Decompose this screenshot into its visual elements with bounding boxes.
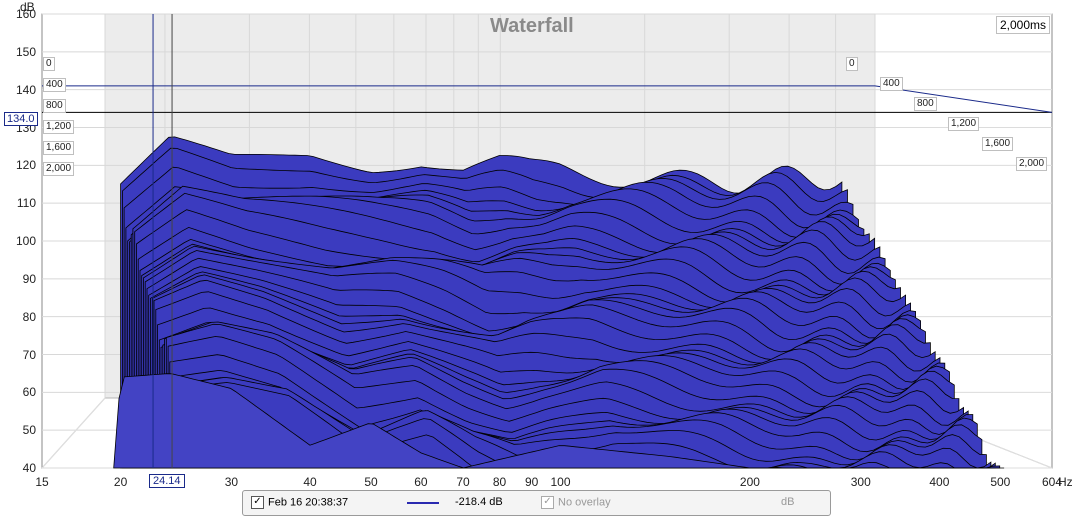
y-tick-label-120: 120 — [15, 158, 36, 173]
time-tick-right-3: 1,200 — [948, 117, 980, 131]
time-tick-left-0: 0 — [43, 57, 55, 71]
legend-entry-value: -218.4 dB — [455, 496, 503, 508]
time-tick-right-2: 800 — [914, 97, 937, 111]
front-slice — [113, 373, 750, 469]
time-tick-left-1: 400 — [43, 78, 66, 92]
y-tick-label-50: 50 — [22, 423, 36, 438]
overlay-label: No overlay — [558, 496, 611, 509]
x-tick-label-50: 50 — [364, 475, 378, 489]
cursor-h-blue-side — [874, 85, 1053, 113]
legend-entry[interactable]: ✓ Feb 16 20:38:37 — [251, 496, 348, 509]
x-tick-label-70: 70 — [456, 475, 470, 489]
time-tick-right-4: 1,600 — [982, 137, 1014, 151]
x-tick-label-60: 60 — [414, 475, 428, 489]
time-tick-left-5: 2,000 — [43, 162, 75, 176]
overlay-checkbox[interactable]: ✓ — [541, 496, 554, 509]
x-tick-label-90: 90 — [525, 475, 539, 489]
x-tick-label-400: 400 — [929, 475, 950, 489]
x-tick-label-300: 300 — [850, 475, 871, 489]
legend-overlay[interactable]: ✓ No overlay — [541, 496, 611, 509]
x-tick-label-20: 20 — [113, 475, 128, 489]
x-tick-label-100: 100 — [550, 475, 571, 489]
legend-checkbox[interactable]: ✓ — [251, 496, 264, 509]
time-tick-left-3: 1,200 — [43, 120, 75, 134]
y-tick-label-80: 80 — [22, 309, 36, 324]
y-tick-label-100: 100 — [15, 234, 36, 248]
time-tick-left-2: 800 — [43, 99, 66, 113]
x-tick-label-40: 40 — [303, 475, 317, 489]
x-tick-label-30: 30 — [224, 475, 239, 489]
x-axis-unit: Hz — [1058, 475, 1072, 489]
cursor-y-readout[interactable]: 134.0 — [4, 112, 38, 126]
y-tick-label-90: 90 — [22, 271, 36, 286]
x-tick-label-500: 500 — [990, 475, 1011, 489]
overlay-unit: dB — [781, 496, 795, 508]
legend-line-swatch — [407, 502, 439, 504]
legend-entry-label: Feb 16 20:38:37 — [268, 496, 349, 509]
y-tick-label-110: 110 — [16, 196, 36, 211]
y-tick-label-60: 60 — [22, 385, 36, 400]
y-axis-unit: dB — [20, 0, 35, 14]
y-tick-label-150: 150 — [15, 44, 36, 59]
time-range-label: 2,000ms — [996, 16, 1051, 34]
y-tick-label-40: 40 — [22, 461, 36, 475]
y-tick-label-70: 70 — [22, 347, 36, 362]
x-tick-label-604: 604 — [1041, 475, 1063, 489]
time-tick-right-0: 0 — [846, 57, 858, 71]
x-tick-label-80: 80 — [492, 475, 507, 489]
grid-floor-x-0 — [41, 397, 106, 469]
time-tick-right-5: 2,000 — [1016, 157, 1048, 171]
time-tick-right-1: 400 — [880, 77, 903, 91]
x-tick-label-200: 200 — [739, 475, 760, 489]
x-tick-label-15: 15 — [35, 475, 49, 489]
legend-bar: ✓ Feb 16 20:38:37 -218.4 dB ✓ No overlay d… — [242, 490, 831, 516]
chart-title: Waterfall — [490, 15, 574, 37]
cursor-x-readout[interactable]: 24.14 — [149, 474, 185, 488]
y-tick-label-140: 140 — [15, 82, 36, 97]
y-tick-label-160: 160 — [15, 7, 36, 21]
time-tick-left-4: 1,600 — [43, 141, 75, 155]
